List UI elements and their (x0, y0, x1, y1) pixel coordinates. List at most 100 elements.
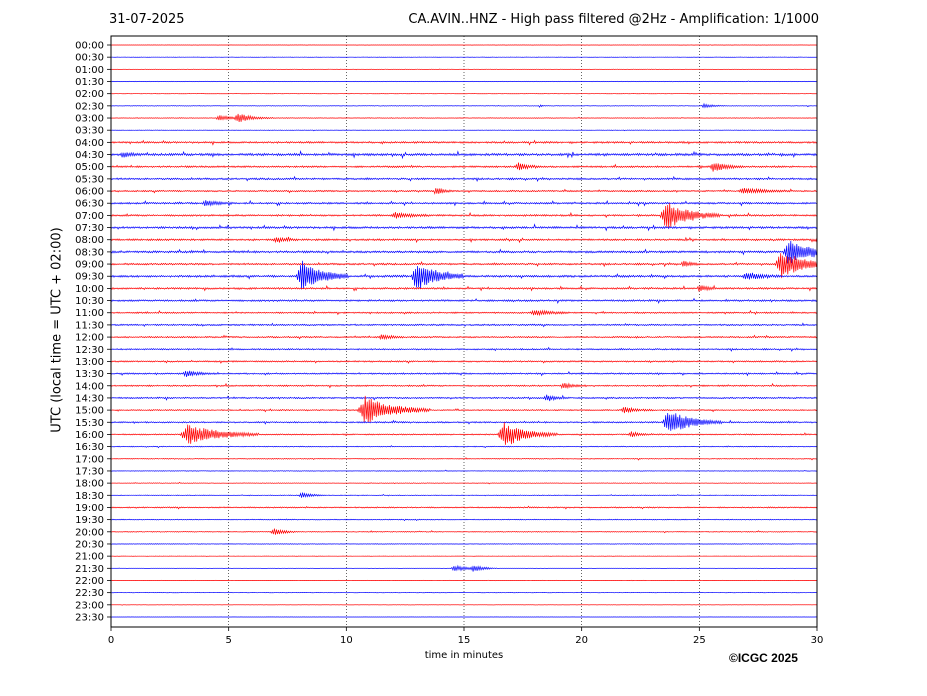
y-tick-label-04:30: 04:30 (75, 150, 104, 161)
trace-11:30 (110, 322, 818, 328)
x-axis-label: time in minutes (424, 650, 504, 661)
trace-11:00 (110, 309, 818, 317)
y-tick-label-07:30: 07:30 (75, 223, 104, 234)
copyright-label: ©ICGC 2025 (729, 651, 798, 665)
trace-20:30 (110, 543, 818, 545)
trace-15:30 (110, 412, 818, 431)
y-tick-label-00:30: 00:30 (75, 53, 104, 64)
y-tick-label-08:00: 08:00 (75, 235, 104, 246)
trace-17:00 (110, 457, 818, 461)
y-tick-label-20:00: 20:00 (75, 527, 104, 538)
y-tick-label-16:30: 16:30 (75, 442, 104, 453)
y-tick-label-18:00: 18:00 (75, 479, 104, 490)
y-tick-label-19:30: 19:30 (75, 515, 104, 526)
trace-08:30 (110, 240, 818, 264)
trace-13:30 (110, 370, 818, 377)
y-tick-label-13:30: 13:30 (75, 369, 104, 380)
trace-18:00 (110, 481, 818, 485)
vertical-gridlines (228, 36, 700, 627)
y-tick-label-10:30: 10:30 (75, 296, 104, 307)
y-tick-label-12:00: 12:00 (75, 333, 104, 344)
chart-title: CA.AVIN..HNZ - High pass filtered @2Hz -… (408, 12, 819, 27)
x-tick-label-20: 20 (575, 635, 588, 646)
trace-10:30 (110, 297, 818, 305)
trace-20:00 (110, 528, 818, 535)
x-tick-label-10: 10 (340, 635, 353, 646)
trace-06:00 (110, 187, 818, 195)
trace-03:30 (110, 129, 818, 132)
y-tick-label-16:00: 16:00 (75, 430, 104, 441)
y-tick-label-13:00: 13:00 (75, 357, 104, 368)
y-tick-label-17:00: 17:00 (75, 454, 104, 465)
trace-06:30 (110, 199, 818, 207)
y-tick-label-00:00: 00:00 (75, 41, 104, 52)
y-tick-label-02:30: 02:30 (75, 101, 104, 112)
y-tick-label-10:00: 10:00 (75, 284, 104, 295)
trace-09:00 (110, 253, 818, 279)
x-tick-label-25: 25 (693, 635, 706, 646)
trace-15:00 (110, 395, 818, 423)
trace-00:30 (110, 56, 818, 58)
y-tick-label-05:30: 05:30 (75, 174, 104, 185)
trace-19:30 (110, 518, 818, 522)
trace-08:00 (110, 236, 818, 244)
trace-07:30 (110, 223, 818, 232)
trace-21:30 (110, 564, 818, 572)
y-tick-label-17:30: 17:30 (75, 466, 104, 477)
x-tick-label-30: 30 (811, 635, 824, 646)
y-tick-label-12:30: 12:30 (75, 345, 104, 356)
y-tick-label-15:00: 15:00 (75, 406, 104, 417)
y-tick-label-19:00: 19:00 (75, 503, 104, 514)
y-tick-label-05:00: 05:00 (75, 162, 104, 173)
y-tick-label-08:30: 08:30 (75, 247, 104, 258)
trace-18:30 (110, 492, 818, 498)
y-tick-label-04:00: 04:00 (75, 138, 104, 149)
trace-02:30 (110, 102, 818, 109)
trace-21:00 (110, 555, 818, 557)
trace-05:30 (110, 175, 818, 183)
x-tick-labels: 0 5 10 15 20 25 30 (108, 627, 824, 646)
y-tick-label-03:00: 03:00 (75, 114, 104, 125)
x-tick-label-0: 0 (108, 635, 114, 646)
trace-19:00 (110, 505, 818, 510)
seismic-traces (110, 44, 818, 618)
y-tick-label-09:00: 09:00 (75, 260, 104, 271)
y-tick-label-01:30: 01:30 (75, 77, 104, 88)
y-tick-label-20:30: 20:30 (75, 539, 104, 550)
y-axis-label: UTC (local time = UTC + 02:00) (49, 227, 65, 433)
y-tick-label-15:30: 15:30 (75, 418, 104, 429)
trace-03:00 (110, 113, 818, 123)
trace-16:00 (110, 422, 818, 445)
y-tick-label-06:30: 06:30 (75, 199, 104, 210)
y-tick-label-09:30: 09:30 (75, 272, 104, 283)
y-tick-label-18:30: 18:30 (75, 491, 104, 502)
x-tick-label-15: 15 (458, 635, 471, 646)
y-tick-label-06:00: 06:00 (75, 187, 104, 198)
y-tick-label-23:00: 23:00 (75, 600, 104, 611)
y-tick-label-14:30: 14:30 (75, 393, 104, 404)
trace-04:30 (110, 150, 818, 160)
trace-14:00 (110, 382, 818, 390)
y-tick-label-02:00: 02:00 (75, 89, 104, 100)
y-tick-label-14:00: 14:00 (75, 381, 104, 392)
y-tick-label-01:00: 01:00 (75, 65, 104, 76)
trace-17:30 (110, 469, 818, 472)
x-tick-label-5: 5 (225, 635, 231, 646)
trace-05:00 (110, 162, 818, 172)
y-tick-label-22:30: 22:30 (75, 588, 104, 599)
date-label: 31-07-2025 (109, 12, 185, 27)
y-tick-label-03:30: 03:30 (75, 126, 104, 137)
y-tick-label-11:00: 11:00 (75, 308, 104, 319)
trace-16:30 (110, 445, 818, 449)
trace-12:30 (110, 346, 818, 352)
trace-01:30 (110, 80, 818, 83)
plot-frame (110, 35, 818, 628)
y-tick-label-07:00: 07:00 (75, 211, 104, 222)
trace-10:00 (110, 284, 818, 292)
trace-12:00 (110, 334, 818, 341)
trace-04:00 (110, 139, 818, 146)
trace-22:00 (110, 579, 818, 582)
trace-14:30 (110, 394, 818, 402)
